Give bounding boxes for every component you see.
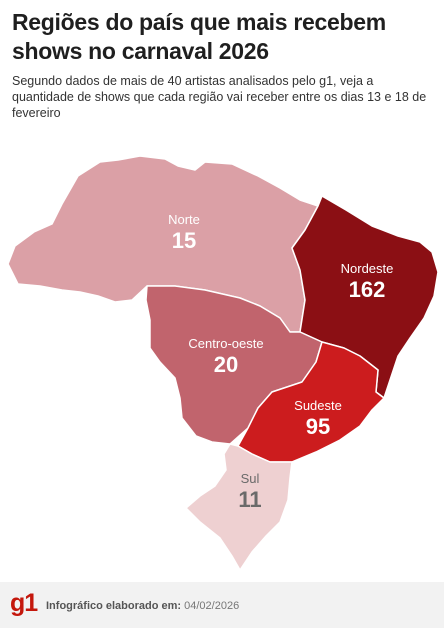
region-shows: 95: [305, 414, 331, 439]
credit-label: Infográfico elaborado em:: [46, 600, 182, 612]
region-name: Sul: [240, 471, 260, 486]
region-name: Centro-oeste: [188, 336, 264, 351]
region-name: Nordeste: [340, 261, 394, 276]
credit-date: 04/02/2026: [184, 600, 240, 612]
label-sul: Sul 11: [238, 471, 261, 513]
region-sul: [185, 443, 293, 571]
region-sudeste: [237, 341, 385, 463]
label-sudeste: Sudeste 95: [294, 398, 342, 440]
brazil-regions-map: Norte 15 Nordeste 162 Centro-oeste 20 Su…: [0, 120, 444, 580]
map-canvas: [7, 155, 439, 571]
region-nordeste: [291, 195, 439, 399]
credit-line: Infográfico elaborado em: 04/02/2026: [46, 600, 239, 612]
footer: g1 Infográfico elaborado em: 04/02/2026: [0, 582, 444, 628]
region-shows: 11: [238, 487, 262, 512]
label-nordeste: Nordeste 162: [341, 261, 394, 303]
infographic-title: Regiões do país que mais recebem shows n…: [12, 9, 386, 64]
region-shows: 15: [171, 228, 197, 253]
region-name: Sudeste: [294, 398, 342, 413]
region-shows: 162: [348, 277, 386, 302]
label-norte: Norte 15: [168, 212, 200, 254]
region-shows: 20: [213, 352, 239, 377]
label-centro-oeste: Centro-oeste 20: [188, 336, 263, 378]
infographic-subtitle: Segundo dados de mais de 40 artistas ana…: [12, 74, 427, 120]
g1-logo: g1: [10, 589, 38, 617]
region-name: Norte: [168, 212, 200, 227]
